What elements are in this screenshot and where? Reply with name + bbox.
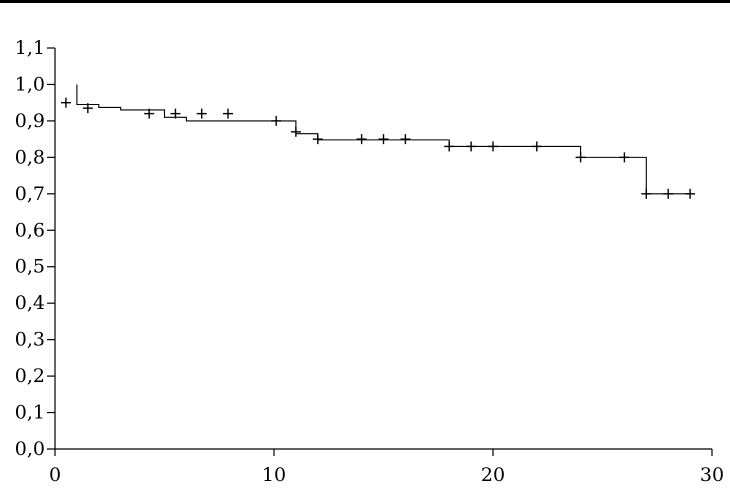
- y-tick-label: 0,1: [15, 402, 45, 424]
- y-tick-label: 0,0: [15, 438, 45, 460]
- y-axis-ticks: 0,0 0,1 0,2 0,3 0,4 0,5 0,6 0,7 0,8 0,9 1,0 1,1: [15, 37, 55, 460]
- censor-mark: [82, 103, 93, 114]
- censor-mark: [271, 115, 282, 126]
- censor-mark: [488, 141, 498, 152]
- x-axis-ticks: 0 10 20 30: [49, 449, 724, 486]
- y-tick-label: 0,4: [15, 292, 45, 314]
- censor-mark: [685, 188, 696, 199]
- y-tick-label: 1,1: [15, 37, 45, 59]
- censor-mark: [196, 108, 207, 119]
- x-tick-label: 20: [481, 464, 505, 486]
- censor-mark: [312, 134, 323, 145]
- y-tick-label: 0,3: [15, 329, 45, 351]
- censor-mark: [356, 134, 367, 145]
- censor-mark: [641, 188, 652, 199]
- censor-mark: [170, 108, 181, 119]
- x-tick-label: 30: [700, 464, 724, 486]
- y-tick-label: 1,0: [15, 73, 45, 95]
- x-tick-label: 0: [49, 464, 61, 486]
- censor-mark: [60, 97, 71, 108]
- axes: [54, 48, 712, 450]
- censor-mark: [466, 141, 477, 152]
- y-tick-label: 0,6: [15, 219, 45, 241]
- censor-mark: [619, 152, 630, 163]
- censor-mark: [144, 108, 155, 119]
- censor-mark: [663, 188, 674, 199]
- censor-mark: [290, 126, 301, 137]
- censor-mark: [575, 152, 586, 163]
- censor-mark: [400, 134, 411, 145]
- y-tick-label: 0,2: [15, 365, 45, 387]
- censor-mark: [444, 141, 455, 152]
- censor-mark: [378, 134, 389, 145]
- y-tick-label: 0,8: [15, 146, 45, 168]
- censor-mark: [531, 141, 542, 152]
- y-tick-label: 0,5: [15, 256, 45, 278]
- x-tick-label: 10: [262, 464, 286, 486]
- y-tick-label: 0,9: [15, 110, 45, 132]
- y-tick-label: 0,7: [15, 183, 45, 205]
- censor-marks: [60, 97, 696, 199]
- top-border-rule: [0, 0, 730, 3]
- censor-mark: [223, 108, 234, 119]
